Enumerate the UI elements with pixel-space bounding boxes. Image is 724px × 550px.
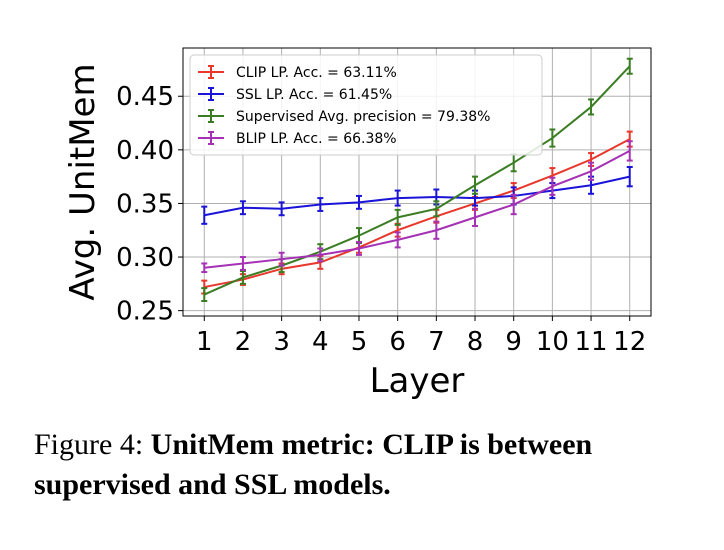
x-tick-label: 7 — [428, 327, 445, 357]
x-axis-label: Layer — [370, 361, 465, 401]
legend-box — [189, 54, 543, 156]
caption-lead: Figure 4: — [34, 428, 151, 461]
series-line — [204, 150, 631, 269]
unitmem-chart: 1 2 3 4 5 6 7 8 9 10 11 120.250.300.350.400.45 Laye… — [63, 47, 652, 401]
y-tick-label: 0.30 — [116, 243, 174, 273]
legend-item: CLIP LP. Acc. = 63.11% — [198, 65, 397, 81]
series-4 — [201, 140, 633, 274]
x-tick-label: 5 — [351, 327, 368, 357]
legend-label: SSL LP. Acc. = 61.45% — [236, 87, 392, 103]
series-line — [203, 65, 631, 296]
series-3 — [201, 57, 633, 302]
series-line — [204, 138, 631, 289]
axis-ticks: 1 2 3 4 5 6 7 8 9 10 11 120.250.300.350.400.45 — [116, 82, 646, 357]
y-tick-label: 0.45 — [116, 82, 174, 112]
legend-item: Supervised Avg. precision = 79.38% — [198, 109, 490, 125]
series-line — [204, 175, 630, 217]
legend-label: BLIP LP. Acc. = 66.38% — [236, 131, 397, 147]
x-tick-label: 6 — [389, 327, 406, 357]
x-tick-label: 4 — [312, 327, 329, 357]
figure-caption: Figure 4: UnitMem metric: CLIP is betwee… — [34, 425, 714, 505]
y-tick-label: 0.25 — [116, 297, 174, 327]
x-tick-label: 3 — [273, 327, 290, 357]
series-2 — [201, 165, 633, 225]
plot-frame — [182, 47, 652, 317]
x-tick-label: 9 — [505, 327, 522, 357]
legend-item: BLIP LP. Acc. = 66.38% — [198, 131, 397, 147]
x-tick-label: 10 — [536, 327, 569, 357]
x-tick-label: 11 — [575, 327, 608, 357]
y-tick-label: 0.35 — [116, 189, 174, 219]
x-tick-label: 8 — [467, 327, 484, 357]
x-tick-label: 12 — [613, 327, 646, 357]
legend-label: CLIP LP. Acc. = 63.11% — [236, 65, 397, 81]
y-tick-label: 0.40 — [116, 136, 174, 166]
legend-label: Supervised Avg. precision = 79.38% — [236, 109, 490, 125]
legend: CLIP LP. Acc. = 63.11% SSL LP. Acc. = 61.… — [189, 54, 543, 156]
legend-item: SSL LP. Acc. = 61.45% — [198, 87, 392, 103]
y-axis-label: Avg. UnitMem — [63, 63, 103, 300]
series-layer — [201, 57, 633, 302]
x-tick-label: 2 — [235, 327, 252, 357]
caption-title: UnitMem metric: CLIP is between supervis… — [34, 428, 593, 501]
x-tick-label: 1 — [196, 327, 213, 357]
